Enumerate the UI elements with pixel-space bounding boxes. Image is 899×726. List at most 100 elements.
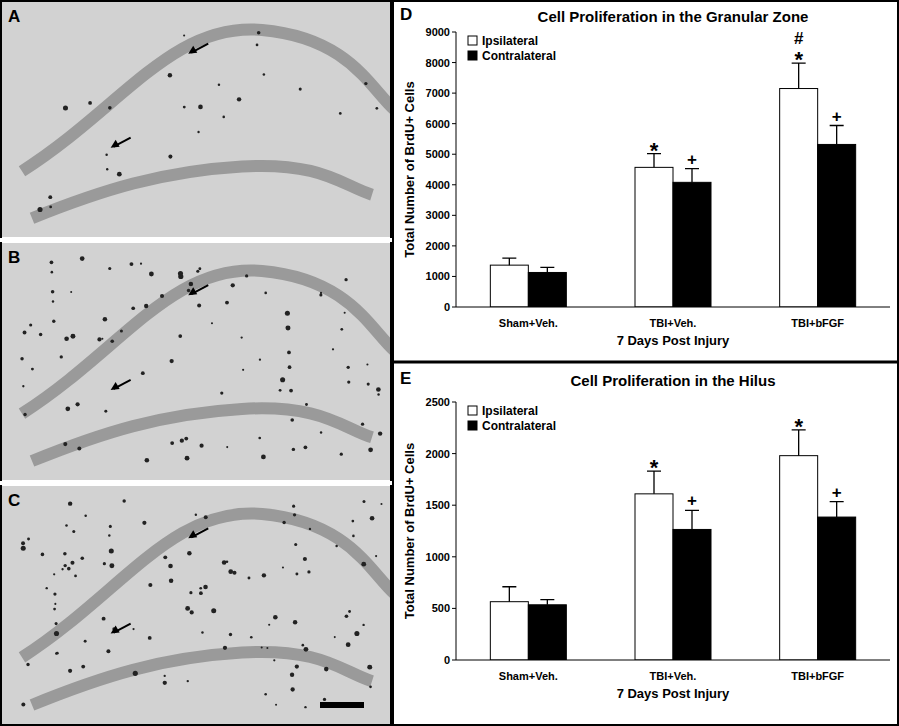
cell-dot	[257, 31, 261, 35]
cell-dot	[309, 528, 311, 530]
cell-dot	[263, 73, 266, 76]
cell-dot	[108, 106, 112, 110]
cell-dot	[63, 552, 67, 556]
cell-dot	[148, 636, 152, 640]
cell-dot	[72, 530, 75, 533]
cell-dot	[63, 442, 67, 446]
cell-dot	[370, 516, 375, 521]
significance-mark: *	[650, 455, 659, 480]
cell-dot	[53, 573, 55, 575]
y-tick	[452, 505, 456, 506]
cell-dot	[164, 675, 166, 677]
cell-dot	[70, 291, 72, 293]
cell-dot	[295, 573, 298, 576]
cell-dot	[226, 446, 228, 448]
cell-dot	[67, 567, 71, 571]
y-tick-label: 0	[444, 301, 450, 313]
cell-dot	[352, 520, 355, 523]
panel-label: B	[8, 248, 20, 267]
cell-dot	[361, 422, 364, 425]
cell-dot	[106, 649, 110, 653]
cell-dot	[273, 615, 278, 620]
cell-dot	[305, 403, 308, 406]
cell-dot	[65, 524, 68, 527]
chart-title: Cell Proliferation in the Granular Zone	[538, 8, 809, 25]
cell-dot	[295, 664, 299, 668]
bar	[673, 529, 711, 660]
cell-dot	[352, 535, 355, 538]
cell-dot	[262, 573, 266, 577]
y-tick	[452, 93, 456, 94]
cell-dot	[144, 304, 148, 308]
cell-dot	[108, 534, 110, 536]
error-bar	[502, 258, 516, 265]
y-axis-label: Total Number of BrdU+ Cells	[402, 81, 417, 257]
x-tick-label: TBI+Veh.	[650, 670, 697, 682]
micrograph	[2, 243, 390, 480]
legend-swatch	[468, 36, 477, 45]
y-tick	[452, 276, 456, 277]
y-tick-label: 500	[432, 602, 450, 614]
cell-dot	[375, 555, 377, 557]
cell-dot	[106, 168, 108, 170]
y-tick	[452, 307, 456, 308]
cell-dot	[290, 673, 294, 677]
error-bar	[830, 502, 844, 517]
cell-dot	[291, 687, 295, 691]
cell-dot	[294, 543, 297, 546]
cell-dot	[163, 555, 167, 559]
cell-dot	[122, 499, 125, 502]
y-tick	[452, 660, 456, 661]
bar	[818, 144, 856, 307]
cell-dot	[199, 591, 203, 595]
cell-dot	[198, 105, 203, 110]
legend-label: Contralateral	[482, 419, 556, 433]
cell-dot	[288, 365, 292, 369]
cell-dot	[29, 323, 32, 326]
y-tick-label: 1500	[426, 499, 450, 511]
cell-dot	[64, 336, 69, 341]
frame	[1, 1, 898, 725]
x-axis	[456, 307, 890, 308]
legend-swatch	[468, 406, 477, 415]
cell-dot	[183, 34, 185, 36]
frame	[0, 481, 392, 485]
bar	[528, 272, 566, 307]
figure: ABCDCell Proliferation in the Granular Z…	[0, 0, 899, 726]
cell-dot	[266, 647, 268, 649]
cell-dot	[199, 444, 203, 448]
cell-dot	[287, 351, 291, 355]
cell-dot	[231, 283, 235, 287]
cell-dot	[88, 101, 92, 105]
y-tick-label: 7000	[426, 87, 450, 99]
granule-layer	[22, 513, 390, 657]
cell-dot	[211, 608, 216, 613]
cell-dot	[376, 387, 381, 392]
cell-dot	[74, 575, 77, 578]
cell-dot	[178, 334, 182, 338]
bar	[528, 605, 566, 660]
cell-dot	[60, 355, 63, 358]
cell-dot	[245, 274, 248, 277]
cell-dot	[264, 292, 267, 295]
y-tick	[452, 453, 456, 454]
cell-dot	[183, 106, 186, 109]
cell-dot	[141, 371, 145, 375]
micrograph	[2, 2, 390, 237]
panel-label: D	[400, 5, 412, 24]
cell-dot	[21, 703, 25, 707]
panel-label: C	[8, 491, 20, 510]
y-tick	[452, 215, 456, 216]
cell-dot	[273, 659, 275, 661]
x-tick-label: TBI+bFGF	[791, 317, 844, 329]
y-tick	[452, 154, 456, 155]
significance-mark: *	[794, 47, 803, 72]
legend-swatch	[468, 421, 477, 430]
cell-dot	[170, 441, 174, 445]
cell-dot	[169, 578, 174, 583]
cell-dot	[31, 368, 34, 371]
cell-dot	[324, 667, 329, 672]
cell-dot	[334, 636, 336, 638]
bar	[780, 89, 818, 307]
plot-area	[490, 430, 855, 660]
